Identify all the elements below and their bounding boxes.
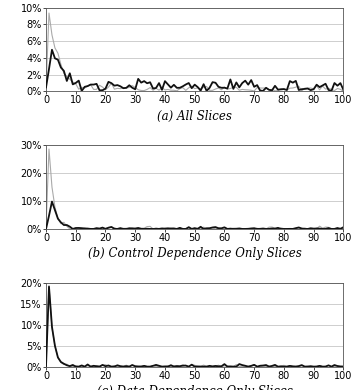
X-axis label: (c) Data Dependence Only Slices: (c) Data Dependence Only Slices — [97, 385, 293, 390]
X-axis label: (a) All Slices: (a) All Slices — [157, 110, 232, 122]
X-axis label: (b) Control Dependence Only Slices: (b) Control Dependence Only Slices — [88, 247, 302, 260]
